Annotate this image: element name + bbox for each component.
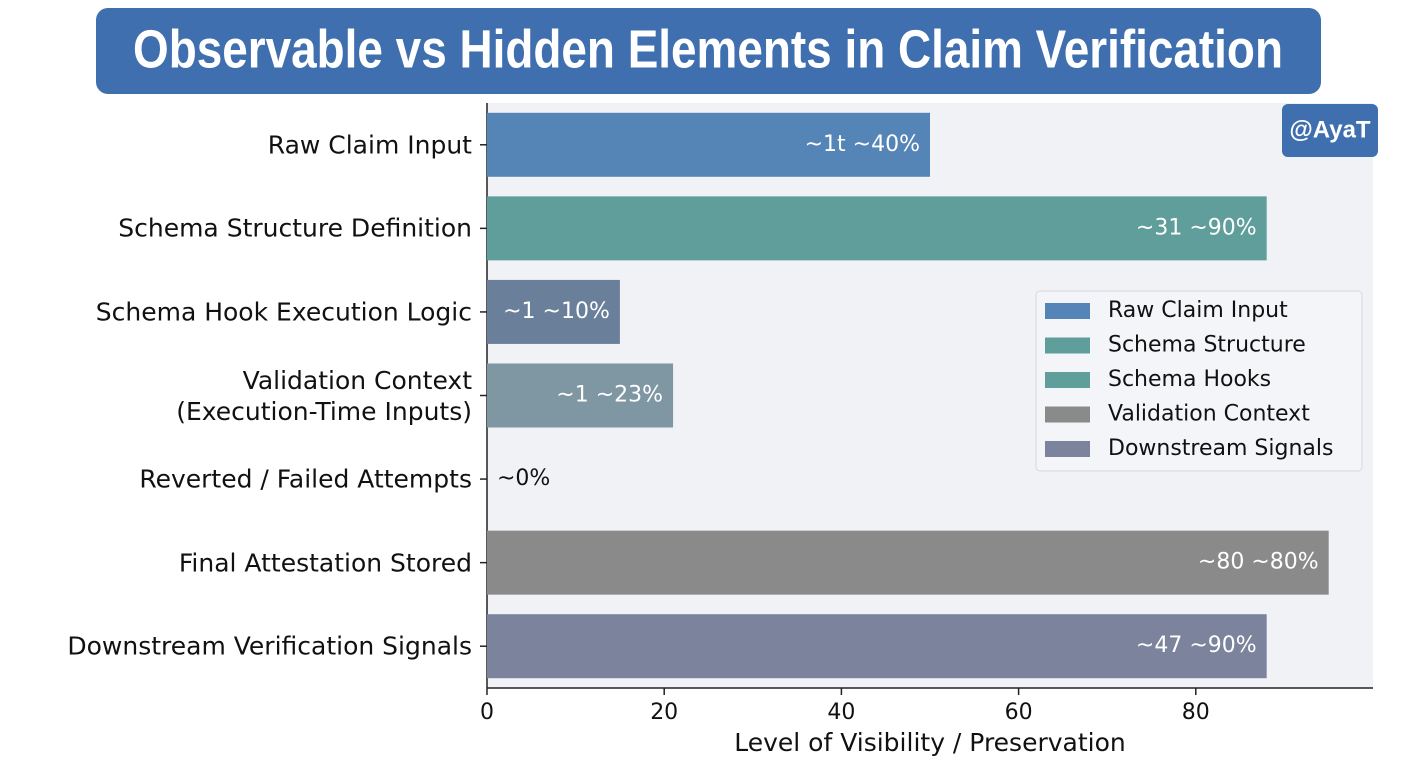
category-label: Validation Context (Execution-Time Input… <box>176 365 472 426</box>
legend-swatch <box>1045 372 1090 388</box>
watermark-box <box>1282 104 1378 157</box>
x-tick-label: 60 <box>1005 700 1033 725</box>
bar <box>487 614 1267 679</box>
bar-annotation: ~31 ~90% <box>1136 215 1257 240</box>
legend-box <box>1035 290 1363 472</box>
title-banner <box>96 8 1321 94</box>
bar <box>487 530 1329 595</box>
x-tick-label: 40 <box>827 700 855 725</box>
bar <box>487 279 620 344</box>
category-label: Final Attestation Stored <box>178 548 472 578</box>
bar-annotation: ~1t ~40% <box>805 132 920 157</box>
bar-annotation: ~1 ~10% <box>503 299 610 324</box>
bar-annotation: ~47 ~90% <box>1136 633 1257 658</box>
category-label: Schema Hook Execution Logic <box>95 297 472 327</box>
legend-swatch <box>1045 441 1090 457</box>
x-tick-label: 80 <box>1182 700 1210 725</box>
bar <box>487 112 930 177</box>
legend-swatch <box>1045 337 1090 354</box>
x-tick-label: 20 <box>650 700 678 725</box>
x-axis-title: Level of Visibility / Preservation <box>734 728 1126 757</box>
watermark: @AyaT <box>1289 116 1371 143</box>
category-label: Schema Structure Definition <box>118 213 472 243</box>
legend-label: Validation Context <box>1108 402 1310 427</box>
bar-annotation: ~0% <box>497 466 550 491</box>
legend-label: Schema Hooks <box>1108 367 1271 392</box>
legend-label: Downstream Signals <box>1108 436 1333 461</box>
bar <box>487 363 674 428</box>
bar-annotation: ~1 ~23% <box>556 383 663 408</box>
category-label: Downstream Verification Signals <box>67 631 472 661</box>
bar-annotation: ~80 ~80% <box>1198 550 1319 575</box>
legend-swatch <box>1045 406 1090 423</box>
bar <box>487 196 1267 261</box>
chart-title: Observable vs Hidden Elements in Claim V… <box>133 19 1283 79</box>
legend-label: Schema Structure <box>1108 333 1306 358</box>
category-label: Raw Claim Input <box>267 130 472 160</box>
category-label: Reverted / Failed Attempts <box>139 464 472 494</box>
x-tick-label: 0 <box>480 700 494 725</box>
legend-label: Raw Claim Input <box>1108 298 1288 323</box>
legend-swatch <box>1045 303 1090 319</box>
